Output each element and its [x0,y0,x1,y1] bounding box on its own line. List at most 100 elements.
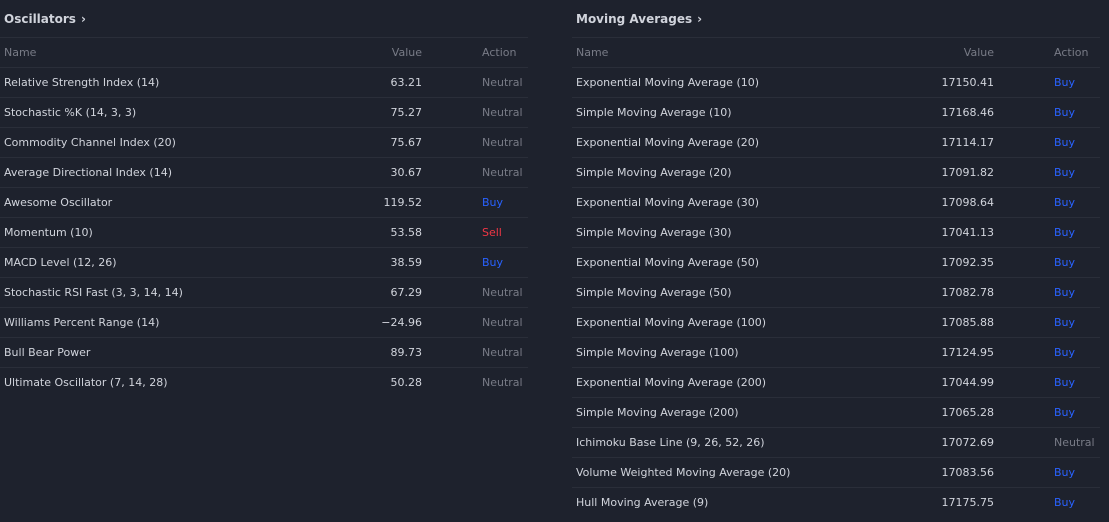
oscillators-column-headers: Name Value Action [0,38,528,68]
indicator-name: Hull Moving Average (9) [576,496,709,509]
indicator-name: Exponential Moving Average (200) [576,376,767,389]
indicator-value: 17091.82 [941,166,995,179]
moving-averages-panel: Moving Averages › Name Value Action Expo… [572,0,1100,518]
indicator-value: 50.28 [390,376,423,389]
indicator-name: Simple Moving Average (100) [576,346,739,359]
indicator-name: Momentum (10) [4,226,93,239]
moving-averages-table-body: Exponential Moving Average (10) 17150.41 B… [572,68,1100,518]
indicator-value: 17085.88 [941,316,995,329]
indicator-value: 17065.28 [941,406,995,419]
indicator-action: Buy [1054,76,1076,89]
indicator-action: Neutral [482,376,523,389]
table-row: Williams Percent Range (14) −24.96 Neutral [0,308,528,338]
indicator-name: Williams Percent Range (14) [4,316,160,329]
indicator-value: 17092.35 [941,256,995,269]
moving-averages-header-link[interactable]: Moving Averages › [572,0,1100,38]
indicator-value: 75.67 [390,136,423,149]
indicator-name: Volume Weighted Moving Average (20) [576,466,791,479]
indicator-action: Neutral [482,76,523,89]
indicator-name: Relative Strength Index (14) [4,76,160,89]
moving-averages-title: Moving Averages [576,11,693,26]
table-row: Momentum (10) 53.58 Sell [0,218,528,248]
indicator-value: 17168.46 [941,106,995,119]
indicator-action: Buy [1054,226,1076,239]
oscillators-title: Oscillators [4,11,76,26]
indicator-value: 17114.17 [941,136,995,149]
table-row: MACD Level (12, 26) 38.59 Buy [0,248,528,278]
indicator-value: 75.27 [390,106,423,119]
chevron-right-icon: › [697,11,703,26]
indicator-action: Buy [1054,316,1076,329]
indicator-name: Ultimate Oscillator (7, 14, 28) [4,376,168,389]
indicator-value: 38.59 [390,256,423,269]
table-row: Simple Moving Average (50) 17082.78 Buy [572,278,1100,308]
indicator-action: Buy [1054,466,1076,479]
table-row: Stochastic RSI Fast (3, 3, 14, 14) 67.29 N… [0,278,528,308]
chevron-right-icon: › [80,11,86,26]
indicator-action: Buy [1054,346,1076,359]
table-row: Relative Strength Index (14) 63.21 Neutral [0,68,528,98]
table-row: Simple Moving Average (200) 17065.28 Buy [572,398,1100,428]
indicator-name: Exponential Moving Average (50) [576,256,760,269]
oscillators-table-body: Relative Strength Index (14) 63.21 Neutral… [0,68,528,398]
indicator-value: 89.73 [390,346,423,359]
table-row: Average Directional Index (14) 30.67 Neutr… [0,158,528,188]
indicator-action: Buy [1054,286,1076,299]
indicator-value: 17072.69 [941,436,995,449]
indicator-action: Neutral [482,136,523,149]
indicator-value: 17044.99 [941,376,995,389]
indicator-action: Buy [1054,376,1076,389]
oscillators-header-link[interactable]: Oscillators › [0,0,528,38]
indicator-name: Simple Moving Average (50) [576,286,732,299]
indicator-action: Neutral [482,316,523,329]
indicator-action: Buy [1054,406,1076,419]
table-row: Volume Weighted Moving Average (20) 17083… [572,458,1100,488]
table-row: Simple Moving Average (100) 17124.95 Buy [572,338,1100,368]
moving-averages-column-headers: Name Value Action [572,38,1100,68]
indicator-name: Exponential Moving Average (100) [576,316,767,329]
table-row: Exponential Moving Average (20) 17114.17 B… [572,128,1100,158]
table-row: Awesome Oscillator 119.52 Buy [0,188,528,218]
column-header-name: Name [576,46,609,59]
table-row: Exponential Moving Average (30) 17098.64 B… [572,188,1100,218]
indicator-value: 17124.95 [941,346,995,359]
indicator-name: Exponential Moving Average (20) [576,136,760,149]
table-row: Bull Bear Power 89.73 Neutral [0,338,528,368]
indicator-name: Awesome Oscillator [4,196,113,209]
indicator-value: 17150.41 [941,76,995,89]
indicator-name: Average Directional Index (14) [4,166,173,179]
table-row: Exponential Moving Average (50) 17092.35 B… [572,248,1100,278]
indicator-name: Exponential Moving Average (10) [576,76,760,89]
indicator-name: Simple Moving Average (10) [576,106,732,119]
indicator-name: Commodity Channel Index (20) [4,136,176,149]
table-row: Simple Moving Average (30) 17041.13 Buy [572,218,1100,248]
indicator-action: Sell [482,226,502,239]
indicator-value: −24.96 [381,316,422,329]
indicator-action: Neutral [482,286,523,299]
indicator-value: 17041.13 [941,226,995,239]
table-row: Exponential Moving Average (200) 17044.99… [572,368,1100,398]
indicator-action: Buy [1054,136,1076,149]
indicator-action: Neutral [482,166,523,179]
indicator-action: Neutral [482,106,523,119]
indicator-action: Buy [1054,496,1076,509]
indicator-name: Stochastic %K (14, 3, 3) [4,106,137,119]
table-row: Commodity Channel Index (20) 75.67 Neutral [0,128,528,158]
column-header-name: Name [4,46,37,59]
indicator-name: Bull Bear Power [4,346,91,359]
indicator-action: Buy [1054,196,1076,209]
indicator-action: Buy [482,256,504,269]
indicator-value: 17098.64 [941,196,995,209]
indicator-value: 17175.75 [941,496,995,509]
table-row: Stochastic %K (14, 3, 3) 75.27 Neutral [0,98,528,128]
indicator-action: Neutral [1054,436,1095,449]
column-header-value: Value [391,46,422,59]
indicator-name: Simple Moving Average (20) [576,166,732,179]
table-row: Exponential Moving Average (10) 17150.41 B… [572,68,1100,98]
indicator-name: Ichimoku Base Line (9, 26, 52, 26) [576,436,765,449]
indicator-name: Stochastic RSI Fast (3, 3, 14, 14) [4,286,183,299]
indicator-name: Exponential Moving Average (30) [576,196,760,209]
indicator-value: 63.21 [390,76,423,89]
indicator-value: 17082.78 [941,286,995,299]
indicator-name: Simple Moving Average (200) [576,406,739,419]
